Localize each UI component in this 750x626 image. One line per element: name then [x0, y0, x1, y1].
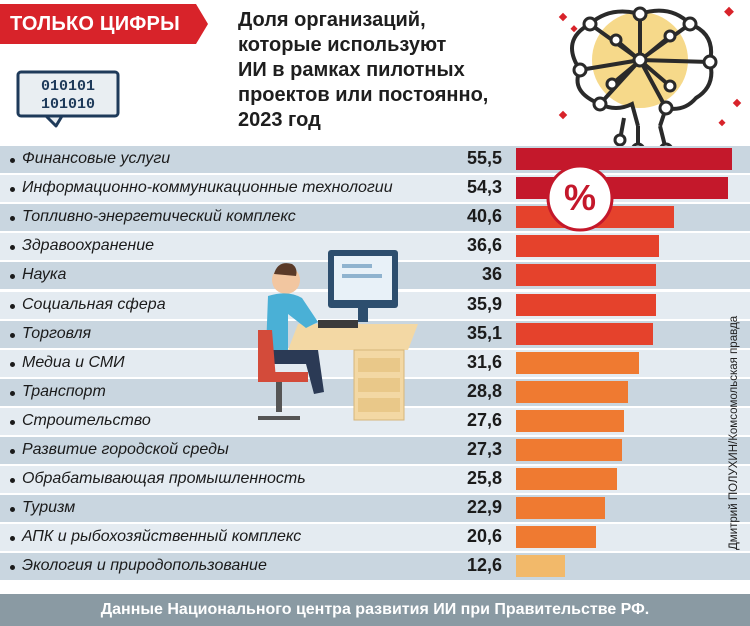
- bar: [516, 351, 640, 374]
- title-line: которые используют: [238, 34, 447, 56]
- bullet-dot: [10, 361, 15, 367]
- photo-credit: Дмитрий ПОЛУХИН/Комсомольская правда: [728, 315, 740, 550]
- value-label: 22,9: [466, 497, 502, 518]
- bar: [516, 409, 624, 432]
- title-line: 2023 год: [238, 109, 321, 131]
- category-label: Туризм: [22, 499, 76, 517]
- value-label: 36: [481, 264, 502, 285]
- chart-row: Развитие городской среды 27,3: [0, 437, 750, 466]
- bar: [516, 380, 629, 403]
- chart-row: АПК и рыбохозяйственный комплекс 20,6: [0, 524, 750, 553]
- category-label: АПК и рыбохозяйственный комплекс: [22, 528, 302, 546]
- value-label: 27,6: [466, 409, 502, 430]
- category-label: Финансовые услуги: [22, 150, 171, 167]
- title-line: Доля организаций,: [238, 9, 426, 31]
- value-label: 54,3: [466, 177, 502, 198]
- category-label: Медиа и СМИ: [22, 353, 125, 371]
- bullet-dot: [10, 216, 15, 222]
- bullet-dot: [10, 449, 15, 454]
- value-label: 20,6: [466, 526, 502, 547]
- bar: [516, 497, 606, 520]
- chart-row: Туризм 22,9: [0, 495, 750, 524]
- value-label: 12,6: [466, 555, 502, 576]
- bullet-dot: [10, 478, 15, 484]
- svg-text:101010: 101010: [41, 96, 95, 113]
- bar: [516, 293, 656, 316]
- category-label: Здравоохранение: [22, 237, 155, 255]
- chart-row: Информационно-коммуникационные технологи…: [0, 175, 750, 204]
- row-background: [0, 553, 750, 581]
- footer: Данные Национального центра развития ИИ …: [0, 594, 750, 626]
- value-label: 36,6: [466, 235, 502, 256]
- bullet-dot: [10, 536, 15, 542]
- bar: [516, 526, 597, 549]
- value-label: 55,5: [466, 148, 502, 168]
- bar: [516, 235, 659, 258]
- category-label: Обрабатывающая промышленность: [22, 470, 306, 488]
- bullet-dot: [10, 245, 15, 251]
- value-label: 27,3: [466, 439, 502, 459]
- person-at-computer-illustration: [258, 250, 418, 421]
- header: ТОЛЬКО ЦИФРЫ 010101 101010 Доля организа…: [0, 0, 750, 158]
- category-label: Социальная сфера: [22, 295, 166, 313]
- category-label: Экология и природопользование: [22, 557, 267, 575]
- bullet-dot: [10, 303, 15, 309]
- percent-icon: %: [546, 164, 614, 232]
- chart-row: Топливно-энергетический комплекс 40,6: [0, 204, 750, 233]
- bullet-dot: [10, 390, 15, 396]
- bullet-dot: [10, 419, 15, 425]
- row-background: [0, 466, 750, 494]
- bar: [516, 439, 623, 461]
- chart-row: Финансовые услуги 55,5: [0, 146, 750, 175]
- source-note: Данные Национального центра развития ИИ …: [100, 601, 650, 618]
- category-label: Наука: [22, 266, 67, 284]
- bullet-dot: [10, 565, 15, 571]
- bullet-dot: [10, 507, 15, 513]
- bar: [516, 148, 733, 170]
- svg-text:010101: 010101: [41, 78, 95, 95]
- row-background: [0, 437, 750, 464]
- title-line: ИИ в рамках пилотных: [238, 59, 465, 81]
- value-label: 25,8: [466, 468, 502, 489]
- row-background: [0, 495, 750, 523]
- category-label: Строительство: [22, 411, 151, 429]
- bar: [516, 555, 566, 578]
- percent-symbol: %: [564, 177, 596, 218]
- bullet-dot: [10, 158, 15, 163]
- bullet-dot: [10, 187, 15, 193]
- category-label: Торговля: [22, 324, 92, 342]
- value-label: 28,8: [466, 380, 502, 401]
- row-background: [0, 524, 750, 552]
- value-label: 35,9: [466, 293, 502, 314]
- bar: [516, 322, 653, 345]
- bar: [516, 468, 617, 491]
- chart-row: Экология и природопользование 12,6: [0, 553, 750, 582]
- section-badge: ТОЛЬКО ЦИФРЫ: [0, 4, 208, 44]
- bar: [516, 264, 657, 287]
- category-label: Топливно-энергетический комплекс: [22, 208, 296, 226]
- title-line: проектов или постоянно,: [238, 84, 489, 106]
- chart-title: Доля организаций, которые используют ИИ …: [238, 8, 538, 133]
- category-label: Развитие городской среды: [22, 441, 229, 458]
- category-label: Информационно-коммуникационные технологи…: [22, 179, 393, 197]
- bullet-dot: [10, 274, 15, 280]
- value-label: 35,1: [466, 322, 502, 343]
- category-label: Транспорт: [22, 382, 106, 400]
- binary-code-icon: 010101 101010: [16, 70, 120, 128]
- value-label: 31,6: [466, 351, 502, 372]
- bullet-dot: [10, 332, 15, 338]
- value-label: 40,6: [466, 206, 502, 227]
- chart-row: Обрабатывающая промышленность 25,8: [0, 466, 750, 495]
- brain-network-icon: [558, 6, 742, 158]
